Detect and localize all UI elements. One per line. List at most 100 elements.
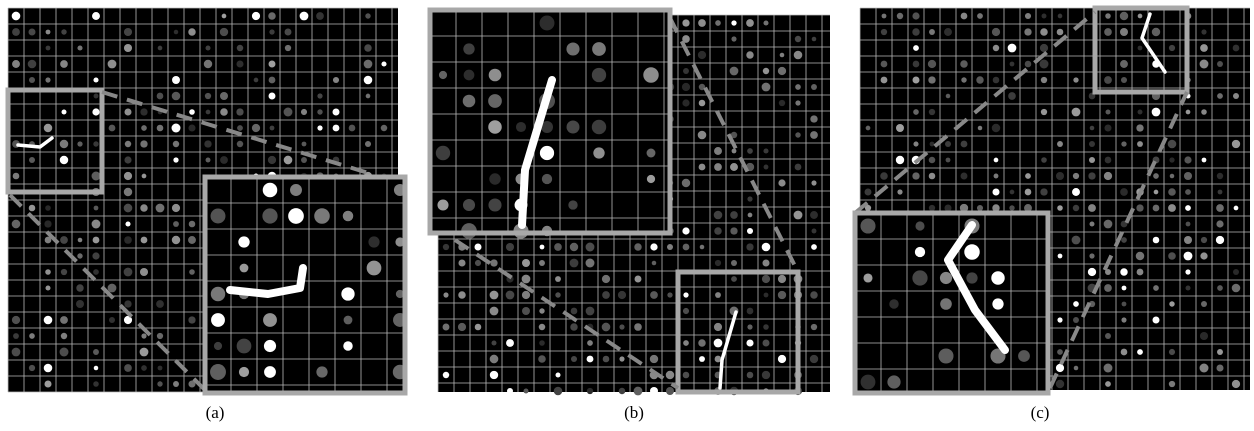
spot	[731, 260, 737, 266]
spot	[341, 287, 354, 300]
spot	[1218, 190, 1223, 195]
spot	[76, 284, 83, 291]
figure: (a) (b) (c)	[0, 0, 1254, 431]
spot	[1153, 237, 1160, 244]
spot	[109, 125, 116, 132]
spot	[1184, 236, 1192, 244]
spot	[1104, 124, 1111, 131]
spot	[747, 148, 753, 154]
spot	[794, 211, 803, 220]
spot	[912, 172, 919, 179]
spot	[647, 175, 655, 183]
spot	[810, 131, 818, 139]
image	[205, 177, 405, 393]
spot	[1185, 285, 1190, 290]
spot	[92, 172, 101, 181]
spot	[92, 252, 99, 259]
spot	[44, 316, 53, 325]
spot	[1168, 188, 1176, 196]
spot	[540, 16, 555, 31]
spot	[683, 292, 688, 297]
spot	[666, 371, 675, 380]
spot	[93, 349, 99, 355]
spot	[522, 275, 531, 284]
spot	[172, 236, 180, 244]
spot	[381, 61, 386, 66]
spot	[730, 211, 738, 219]
spot	[928, 76, 935, 83]
spot	[860, 218, 875, 233]
spot	[284, 108, 293, 117]
spot	[650, 355, 658, 363]
spot	[458, 291, 465, 298]
spot	[732, 149, 737, 154]
spot	[1120, 60, 1128, 68]
spot	[1217, 61, 1223, 67]
spot	[763, 148, 768, 153]
spot	[928, 60, 936, 68]
spot	[157, 381, 162, 386]
spot	[189, 269, 195, 275]
spot	[214, 342, 222, 350]
spot	[1120, 268, 1127, 275]
spot	[13, 173, 20, 180]
spot	[540, 146, 554, 160]
spot	[333, 77, 339, 83]
spot	[940, 272, 952, 284]
spot	[93, 237, 100, 244]
spot	[764, 293, 769, 298]
spot	[795, 132, 800, 137]
spot	[1120, 28, 1128, 36]
spot	[1073, 173, 1079, 179]
spot	[77, 45, 82, 50]
spot	[1153, 173, 1159, 179]
spot	[157, 125, 164, 132]
spot	[915, 247, 925, 257]
spot	[1057, 141, 1063, 147]
spot	[778, 179, 785, 186]
spot	[747, 372, 754, 379]
spot	[554, 243, 562, 251]
spot	[1072, 188, 1080, 196]
spot	[140, 108, 147, 115]
spot	[475, 260, 481, 266]
spot	[554, 387, 563, 396]
spot	[381, 125, 388, 132]
spot	[1168, 204, 1176, 212]
spot	[731, 20, 736, 25]
spot	[930, 142, 935, 147]
spot	[977, 205, 983, 211]
spot	[1137, 141, 1143, 147]
spot	[762, 83, 771, 92]
spot	[124, 28, 132, 36]
spot	[1057, 29, 1064, 36]
spot	[204, 60, 212, 68]
spot	[650, 291, 658, 299]
spot	[961, 77, 966, 82]
spot	[683, 340, 689, 346]
spot	[555, 292, 560, 297]
spot	[539, 308, 544, 313]
panel	[8, 8, 407, 393]
spot	[1025, 13, 1031, 19]
spot	[140, 140, 147, 147]
spot	[268, 12, 275, 19]
spot	[124, 204, 133, 213]
spot	[474, 243, 481, 250]
spot	[269, 29, 274, 34]
spot	[365, 141, 371, 147]
spot	[1136, 124, 1143, 131]
spot	[1089, 141, 1095, 147]
spot	[29, 365, 35, 371]
spot	[779, 100, 785, 106]
spot	[1074, 366, 1079, 371]
spot	[1232, 140, 1240, 148]
spot	[1200, 60, 1209, 69]
spot	[795, 84, 801, 90]
spot	[699, 164, 706, 171]
spot	[1201, 29, 1206, 34]
spot	[1008, 44, 1017, 53]
spot	[667, 292, 672, 297]
spot	[1169, 349, 1175, 355]
spot	[1058, 14, 1063, 19]
